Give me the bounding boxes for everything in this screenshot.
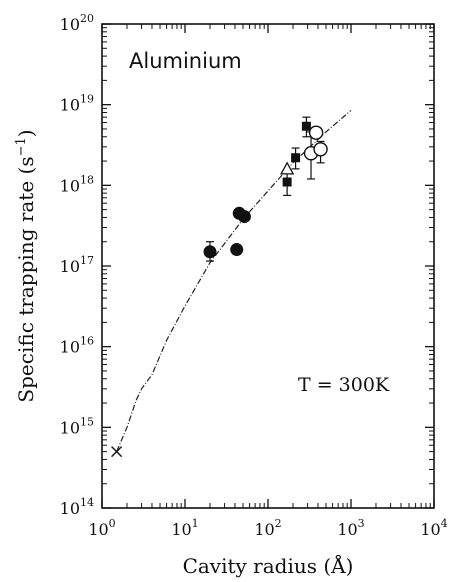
filled-square-point xyxy=(291,153,301,163)
x-tick-label: 101 xyxy=(171,517,198,539)
material-annotation: Aluminium xyxy=(129,49,242,73)
y-tick-label: 1016 xyxy=(60,335,94,357)
y-tick-label-base: 10 xyxy=(60,257,80,276)
filled-circle-point xyxy=(237,210,251,224)
plot-frame xyxy=(101,23,435,509)
filled-square-point xyxy=(282,177,292,187)
y-tick-label: 1018 xyxy=(60,173,94,195)
open-circle-point xyxy=(313,142,328,157)
y-tick-label-base: 10 xyxy=(60,338,80,357)
y-tick-label-exponent: 19 xyxy=(80,93,94,106)
y-tick-label-exponent: 18 xyxy=(80,173,94,186)
filled-circle-point xyxy=(230,243,244,257)
x-tick-label-exponent: 1 xyxy=(192,517,199,530)
x-tick-label: 102 xyxy=(254,517,281,539)
y-tick-label-base: 10 xyxy=(60,499,80,518)
y-tick-label-base: 10 xyxy=(60,176,80,195)
y-tick-label: 1017 xyxy=(60,254,94,276)
open-circle-point xyxy=(308,125,324,140)
open-triangle-point xyxy=(280,161,295,175)
y-axis-title-text: Specific trapping rate (s xyxy=(14,156,38,402)
y-tick-label-exponent: 14 xyxy=(80,496,94,509)
fit-curve-layer xyxy=(116,109,352,452)
x-axis-title: Cavity radius (Å) xyxy=(183,553,354,578)
x-tick-label-base: 10 xyxy=(254,520,274,539)
data-points xyxy=(111,116,328,458)
y-axis-title-close: ) xyxy=(14,129,38,137)
temperature-annotation: T = 300K xyxy=(298,374,390,396)
x-tick-label-exponent: 2 xyxy=(275,517,282,530)
x-tick-label-base: 10 xyxy=(420,520,440,539)
filled-circle-point xyxy=(203,245,217,259)
x-tick-label: 103 xyxy=(337,517,364,539)
y-tick-label-exponent: 16 xyxy=(80,335,94,348)
theory-curve xyxy=(116,109,352,452)
x-tick-label-base: 10 xyxy=(171,520,191,539)
y-tick-label: 1019 xyxy=(60,93,94,115)
y-tick-label: 1014 xyxy=(60,496,94,518)
y-axis-title: Specific trapping rate (s−1) xyxy=(14,129,38,402)
filled-square-point xyxy=(301,121,311,131)
y-tick-label-base: 10 xyxy=(60,418,80,437)
y-tick-label: 1015 xyxy=(60,415,94,437)
x-tick-label-base: 10 xyxy=(88,520,108,539)
x-tick-labels: 100 101 102 103 104 xyxy=(88,517,447,539)
x-tick-label-exponent: 0 xyxy=(109,517,116,530)
y-tick-label-base: 10 xyxy=(60,15,80,34)
x-tick-label: 100 xyxy=(88,517,115,539)
y-tick-label-base: 10 xyxy=(60,96,80,115)
y-tick-label-exponent: 17 xyxy=(80,254,94,267)
x-tick-label: 104 xyxy=(420,517,447,539)
y-tick-label: 1020 xyxy=(60,12,94,34)
axis-ticks xyxy=(101,23,435,509)
x-tick-label-exponent: 3 xyxy=(358,517,365,530)
y-axis-title-superscript: −1 xyxy=(14,137,29,156)
x-tick-label-base: 10 xyxy=(337,520,357,539)
x-tick-label-exponent: 4 xyxy=(441,517,448,530)
y-tick-label-exponent: 15 xyxy=(80,415,94,428)
cross-point xyxy=(111,446,123,458)
y-tick-label-exponent: 20 xyxy=(80,12,94,25)
